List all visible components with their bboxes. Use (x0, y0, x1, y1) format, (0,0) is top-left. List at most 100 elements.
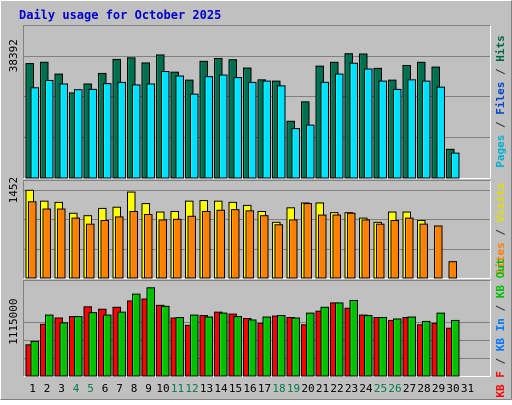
series-kb-out (30, 287, 460, 377)
legend-entry: KB In (494, 318, 507, 351)
bar (146, 83, 155, 179)
legend-entry: Visits (494, 183, 507, 223)
bar (361, 219, 370, 279)
bar (448, 261, 457, 279)
bar (335, 73, 344, 179)
bar (320, 81, 329, 179)
bar (71, 217, 80, 279)
legend-entry: / (494, 351, 507, 371)
x-tick-label: 16 (243, 382, 256, 395)
bar (378, 317, 387, 377)
x-tick-label: 31 (461, 382, 474, 395)
bar (233, 77, 242, 179)
bar (262, 316, 271, 377)
bar (88, 312, 97, 377)
bar (202, 210, 211, 279)
bar (88, 88, 97, 179)
bar (59, 83, 68, 179)
legend-entry: / (494, 115, 507, 135)
bar (318, 214, 327, 279)
x-tick-label: 13 (200, 382, 213, 395)
x-tick-label: 1 (29, 382, 36, 395)
bar (204, 76, 213, 179)
x-tick-label: 23 (345, 382, 358, 395)
bar (219, 312, 228, 377)
legend-entry: Hits (494, 35, 507, 62)
bar (59, 322, 68, 377)
legend-entry: Sites (494, 242, 507, 275)
bar (306, 124, 315, 179)
x-tick-label: 29 (432, 382, 445, 395)
bar (132, 84, 141, 179)
panel-visitors: 1452 Sites / Visits (7, 177, 507, 279)
bar (289, 219, 298, 279)
x-tick-label: 28 (417, 382, 430, 395)
bar (248, 319, 257, 377)
bar (204, 316, 213, 377)
x-tick-label: 17 (258, 382, 271, 395)
x-tick-label: 8 (131, 382, 138, 395)
panel-requests: 38392 Pages / Files / Hits (7, 25, 507, 179)
bar (349, 299, 358, 377)
bar (320, 306, 329, 377)
bar (115, 216, 124, 279)
x-tick-label: 21 (316, 382, 329, 395)
day-labels: 1 2 3 4 5 6 7 8 9 10 11 12 13 14 15 16 17 18 19 20 21 22 23 24 2… (29, 382, 474, 395)
bar (335, 302, 344, 377)
bar (86, 223, 95, 279)
bar (260, 215, 269, 279)
bar (419, 223, 428, 279)
bar (103, 314, 112, 377)
legend-entry: KB Out (494, 258, 507, 298)
legend-entry: / (494, 298, 507, 318)
chart-title: Daily usage for October 2025 (19, 8, 221, 22)
bar (436, 86, 445, 179)
y-tick-label: 1452 (7, 177, 20, 204)
bar (30, 340, 39, 377)
bar (146, 287, 155, 377)
x-tick-label: 14 (214, 382, 228, 395)
bar (407, 316, 416, 377)
x-tick-label: 20 (301, 382, 314, 395)
bar (248, 81, 257, 179)
bar (74, 89, 83, 179)
x-tick-label: 5 (87, 382, 94, 395)
bar (274, 224, 283, 279)
bar (378, 80, 387, 179)
x-tick-label: 2 (44, 382, 51, 395)
bar (117, 311, 126, 377)
series-kb-f (25, 298, 455, 377)
bar (376, 223, 385, 279)
bar (216, 209, 225, 279)
bar (45, 79, 54, 179)
bar (57, 208, 66, 279)
bar (390, 220, 399, 279)
bar (422, 320, 431, 377)
x-tick-label: 4 (73, 382, 80, 395)
bar (306, 312, 315, 377)
series-pages (30, 62, 460, 179)
x-tick-label: 11 (171, 382, 184, 395)
bar (175, 75, 184, 179)
bar (451, 319, 460, 377)
series-sites (28, 201, 457, 279)
bar (74, 316, 83, 377)
bar (407, 79, 416, 179)
x-tick-label: 30 (446, 382, 459, 395)
bar (103, 83, 112, 179)
x-tick-label: 24 (359, 382, 373, 395)
bar (161, 305, 170, 377)
bar (436, 312, 445, 377)
bar (219, 74, 228, 179)
legend-entry: KB F (494, 371, 507, 398)
bar (364, 315, 373, 377)
bar (434, 225, 443, 279)
bar (187, 215, 196, 279)
bar (100, 220, 109, 279)
bar (30, 87, 39, 179)
x-tick-label: 15 (229, 382, 242, 395)
bar (451, 152, 460, 179)
bar (190, 314, 199, 377)
